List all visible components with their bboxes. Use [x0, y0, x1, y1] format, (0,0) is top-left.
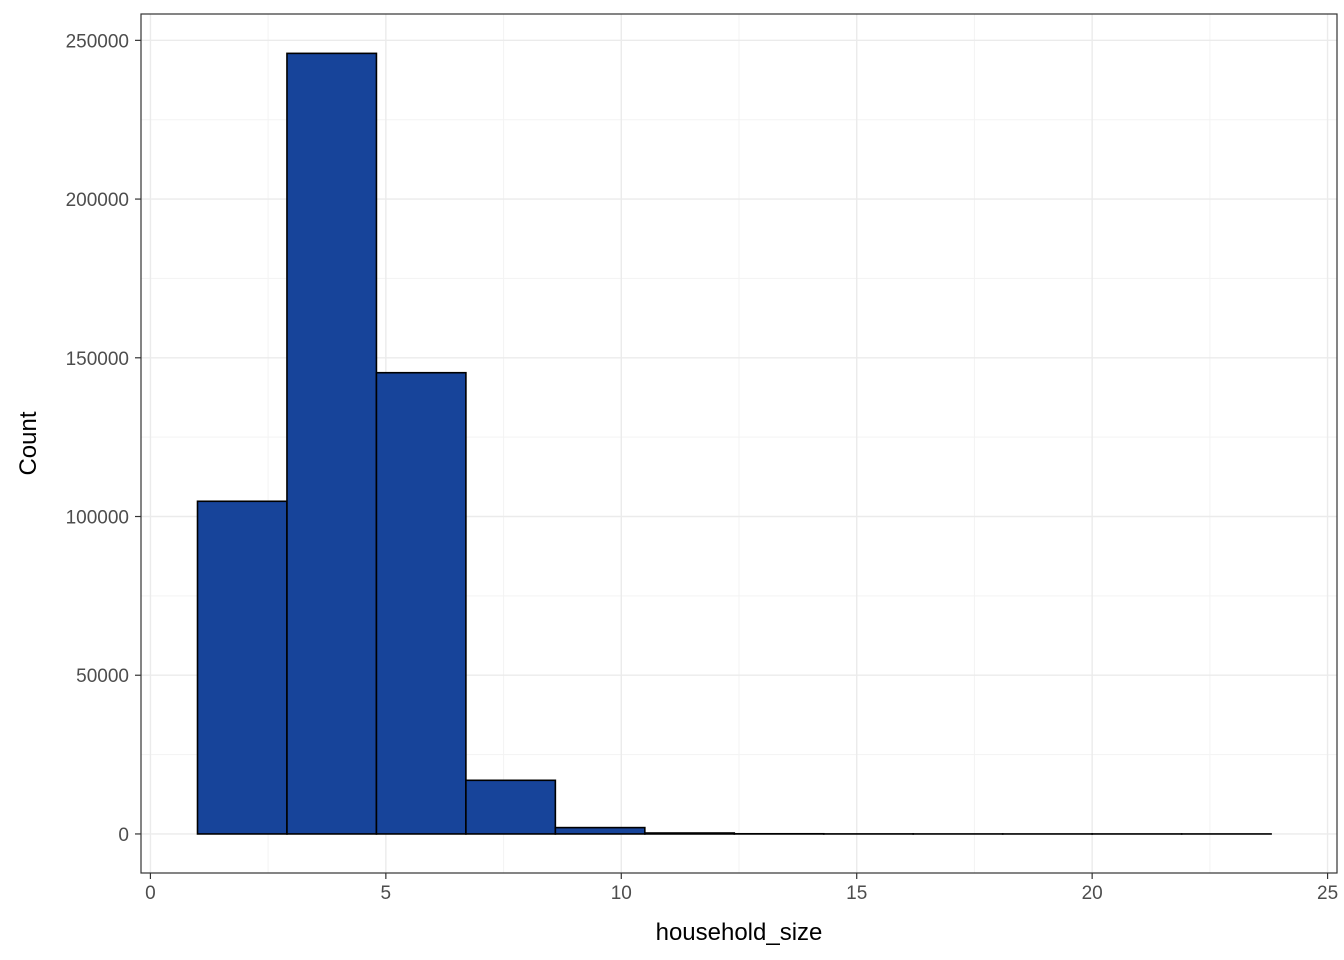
- x-tick-label: 15: [846, 883, 867, 904]
- x-tick-label: 25: [1317, 883, 1338, 904]
- histogram-bars: [196, 52, 1272, 835]
- y-tick-label: 100000: [66, 508, 129, 529]
- x-axis-title: household_size: [656, 919, 823, 946]
- x-tick-label: 10: [611, 883, 632, 904]
- histogram-bar: [554, 826, 646, 835]
- histogram-bar: [286, 52, 378, 835]
- y-axis-title: Count: [15, 411, 42, 475]
- histogram-bar: [644, 832, 736, 835]
- y-tick-label: 150000: [66, 349, 129, 370]
- y-tick-label: 50000: [76, 666, 129, 687]
- x-tick-label: 0: [145, 883, 156, 904]
- histogram-bar: [465, 779, 557, 835]
- x-tick-label: 20: [1082, 883, 1103, 904]
- y-tick-label: 250000: [66, 31, 129, 52]
- panel-border: [140, 13, 1338, 874]
- histogram-bar: [375, 371, 467, 835]
- y-tick-label: 200000: [66, 190, 129, 211]
- x-axis-ticks: 0 5 10 15 20 25: [145, 873, 1338, 904]
- y-tick-label: 0: [118, 825, 129, 846]
- histogram-bar: [196, 500, 288, 835]
- y-axis-ticks: 0 50000 100000 150000 200000 250000: [66, 31, 141, 846]
- x-tick-label: 5: [381, 883, 392, 904]
